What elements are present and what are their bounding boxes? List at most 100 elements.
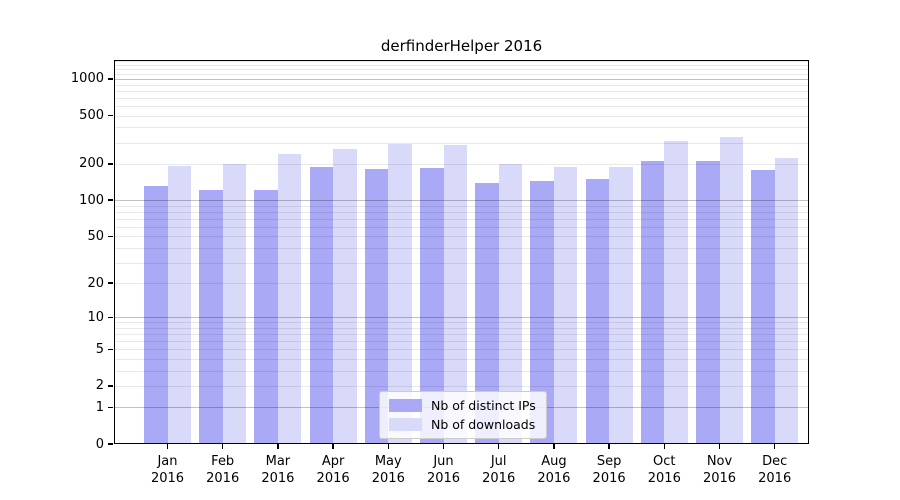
gridline-minor-500 <box>114 115 809 117</box>
bar-downloads-apr <box>333 149 357 444</box>
y-tick-label-50: 50 <box>87 228 104 244</box>
bar-downloads-jan <box>167 165 191 444</box>
x-tick-label-jan: Jan 2016 <box>140 453 196 487</box>
gridline-major-10 <box>114 317 809 319</box>
y-tick-label-1000: 1000 <box>70 71 104 87</box>
x-tick-feb <box>222 444 224 449</box>
gridline-minor-60 <box>114 226 809 228</box>
gridline-minor-3 <box>114 370 809 372</box>
gridline-minor-2 <box>114 386 809 387</box>
x-tick-label-jun: Jun 2016 <box>416 453 472 487</box>
y-tick-label-500: 500 <box>79 108 104 124</box>
y-tick-20 <box>108 282 113 284</box>
x-tick-jun <box>442 444 445 449</box>
x-tick-label-aug: Aug 2016 <box>526 453 582 487</box>
bar-distinct-ips-aug <box>530 180 554 444</box>
y-tick-1 <box>108 406 113 409</box>
x-tick-label-mar: Mar 2016 <box>250 453 306 487</box>
gridline-minor-7 <box>114 334 809 336</box>
x-tick-year-jan: 2016 <box>150 471 185 486</box>
legend-label-distinct-ips: Nb of distinct IPs <box>431 398 536 413</box>
gridline-minor-600 <box>114 105 809 107</box>
x-tick-label-oct: Oct 2016 <box>636 453 692 487</box>
y-tick-10 <box>108 316 113 318</box>
bar-downloads-may <box>388 143 412 444</box>
gridline-minor-40 <box>114 247 809 249</box>
gridline-major-1000 <box>114 79 809 80</box>
gridline-minor-50 <box>114 236 809 238</box>
gridline-minor-30 <box>114 262 809 264</box>
bar-distinct-ips-mar <box>254 190 278 444</box>
bar-distinct-ips-apr <box>309 167 334 444</box>
bar-downloads-aug <box>553 167 578 444</box>
y-tick-label-10: 10 <box>87 309 104 325</box>
x-tick-label-dec: Dec 2016 <box>747 453 803 487</box>
gridline-minor-90 <box>114 205 809 207</box>
x-tick-may <box>387 444 389 449</box>
y-tick-label-2: 2 <box>95 378 104 394</box>
x-tick-label-may: May 2016 <box>360 453 416 487</box>
x-tick-year-nov: 2016 <box>702 471 737 486</box>
x-tick-year-aug: 2016 <box>537 471 571 486</box>
y-tick-label-0: 0 <box>95 436 104 452</box>
gridline-minor-1200 <box>114 69 809 71</box>
y-tick-5 <box>108 348 113 351</box>
bar-downloads-oct <box>664 140 688 444</box>
y-tick-100 <box>108 199 113 201</box>
x-tick-year-feb: 2016 <box>206 471 240 486</box>
gridline-minor-20 <box>114 283 809 285</box>
gridline-minor-400 <box>114 127 809 129</box>
gridline-major-100 <box>114 200 809 202</box>
x-tick-year-oct: 2016 <box>647 471 681 486</box>
x-tick-year-apr: 2016 <box>316 471 350 486</box>
bar-distinct-ips-feb <box>199 190 223 444</box>
x-tick-label-sep: Sep 2016 <box>581 453 637 487</box>
x-tick-year-may: 2016 <box>371 471 405 486</box>
gridline-minor-1400 <box>114 61 809 63</box>
bar-distinct-ips-nov <box>696 160 720 444</box>
gridline-minor-700 <box>114 97 809 99</box>
gridline-minor-70 <box>114 218 809 220</box>
x-tick-jul <box>498 444 500 449</box>
x-tick-nov <box>718 444 721 449</box>
y-tick-label-20: 20 <box>87 275 104 291</box>
y-tick-label-100: 100 <box>79 192 104 208</box>
x-tick-label-nov: Nov 2016 <box>692 453 748 487</box>
x-tick-year-sep: 2016 <box>592 471 626 486</box>
x-tick-year-jul: 2016 <box>482 471 516 486</box>
gridline-minor-300 <box>114 142 809 144</box>
chart-title: derfinderHelper 2016 <box>380 37 543 55</box>
gridline-minor-1100 <box>114 74 809 75</box>
gridline-minor-1300 <box>114 65 809 67</box>
gridline-minor-5 <box>114 349 809 351</box>
x-tick-apr <box>332 444 334 449</box>
y-tick-500 <box>108 114 113 117</box>
x-tick-label-apr: Apr 2016 <box>305 453 361 487</box>
legend-item-downloads: Nb of downloads <box>389 417 536 432</box>
bar-downloads-feb <box>222 164 247 444</box>
y-tick-label-1: 1 <box>95 399 104 415</box>
bar-distinct-ips-sep <box>585 178 610 444</box>
y-tick-label-5: 5 <box>95 341 104 357</box>
legend-label-downloads: Nb of downloads <box>431 417 536 432</box>
x-tick-label-jul: Jul 2016 <box>471 453 527 487</box>
bar-downloads-sep <box>609 167 633 444</box>
gridline-minor-4 <box>114 359 809 360</box>
legend-swatch-distinct-ips <box>389 399 422 412</box>
bar-downloads-mar <box>277 154 302 444</box>
y-tick-50 <box>108 235 113 237</box>
legend: Nb of distinct IPs Nb of downloads <box>379 391 547 439</box>
bar-downloads-nov <box>719 136 743 444</box>
bar-downloads-jul <box>498 164 523 444</box>
legend-item-distinct-ips: Nb of distinct IPs <box>389 398 536 413</box>
y-tick-label-200: 200 <box>79 156 104 172</box>
x-tick-jan <box>166 444 169 449</box>
gridline-minor-200 <box>114 163 809 165</box>
bar-distinct-ips-may <box>364 169 389 444</box>
x-tick-sep <box>608 444 610 449</box>
y-tick-1000 <box>108 78 113 80</box>
bar-downloads-jun <box>443 144 467 444</box>
bar-distinct-ips-jun <box>420 167 444 444</box>
gridline-minor-9 <box>114 322 809 324</box>
